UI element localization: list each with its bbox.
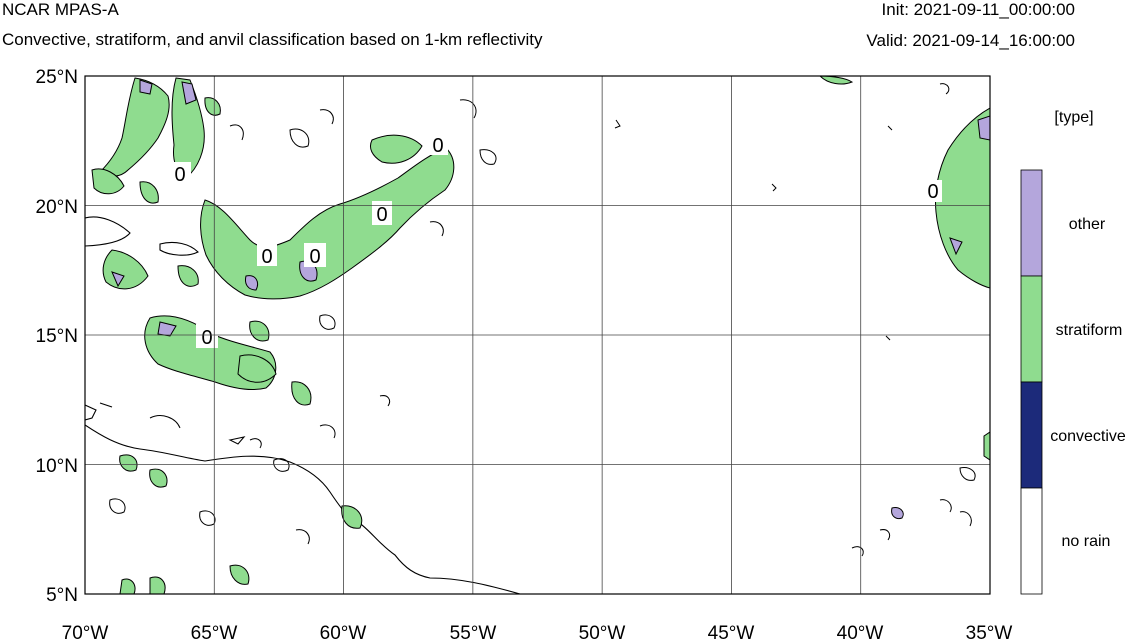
contour-label: 0 <box>174 164 185 186</box>
coastlines <box>85 216 521 594</box>
lat-tick-label: 10°N <box>36 456 78 477</box>
lat-tick-label: 20°N <box>36 197 78 218</box>
lon-tick-labels: 70°W 65°W 60°W 55°W 50°W 45°W 40°W 35°W <box>62 623 1013 641</box>
legend-label-norain: no rain <box>1062 533 1111 550</box>
lon-tick-label: 45°W <box>708 623 755 641</box>
lat-tick-label: 25°N <box>36 67 78 88</box>
lon-tick-label: 60°W <box>320 623 367 641</box>
init-time: Init: 2021-09-11_00:00:00 <box>881 0 1075 19</box>
legend-swatch <box>1020 169 1043 277</box>
plot-subtitle: Convective, stratiform, and anvil classi… <box>2 30 543 49</box>
lat-tick-label: 5°N <box>46 585 78 606</box>
legend-colorbar <box>1020 169 1043 595</box>
lat-tick-labels: 25°N 20°N 15°N 10°N 5°N <box>36 67 78 606</box>
contour-label: 0 <box>261 246 272 268</box>
legend-swatch <box>1020 275 1043 383</box>
contour-label: 0 <box>927 181 938 203</box>
legend: [type] other stratiform convective no ra… <box>1020 109 1126 595</box>
map-plot-area: 0 0 0 0 0 0 0 <box>85 76 990 594</box>
map-gridlines <box>85 76 990 594</box>
plot-title: NCAR MPAS-A <box>2 0 119 19</box>
lon-tick-label: 35°W <box>966 623 1013 641</box>
map-frame <box>84 75 991 595</box>
lon-tick-label: 65°W <box>191 623 238 641</box>
legend-swatch <box>1020 381 1043 489</box>
lon-tick-label: 50°W <box>579 623 626 641</box>
contour-label: 0 <box>309 246 320 268</box>
legend-swatch <box>1020 487 1043 595</box>
lon-tick-label: 40°W <box>837 623 884 641</box>
legend-label-convective: convective <box>1050 428 1126 445</box>
contour-label: 0 <box>432 135 443 157</box>
legend-label-other: other <box>1069 216 1106 233</box>
contour-lines <box>109 83 976 557</box>
legend-label-stratiform: stratiform <box>1056 322 1123 339</box>
legend-labels: other stratiform convective no rain <box>1050 216 1126 550</box>
contour-label: 0 <box>376 204 387 226</box>
lon-tick-label: 70°W <box>62 623 109 641</box>
valid-time: Valid: 2021-09-14_16:00:00 <box>866 31 1075 50</box>
lat-tick-label: 15°N <box>36 326 78 347</box>
contour-labels: 0 0 0 0 0 0 0 <box>169 133 942 349</box>
lon-tick-label: 55°W <box>450 623 497 641</box>
contour-label: 0 <box>201 327 212 349</box>
legend-title: [type] <box>1054 109 1093 126</box>
